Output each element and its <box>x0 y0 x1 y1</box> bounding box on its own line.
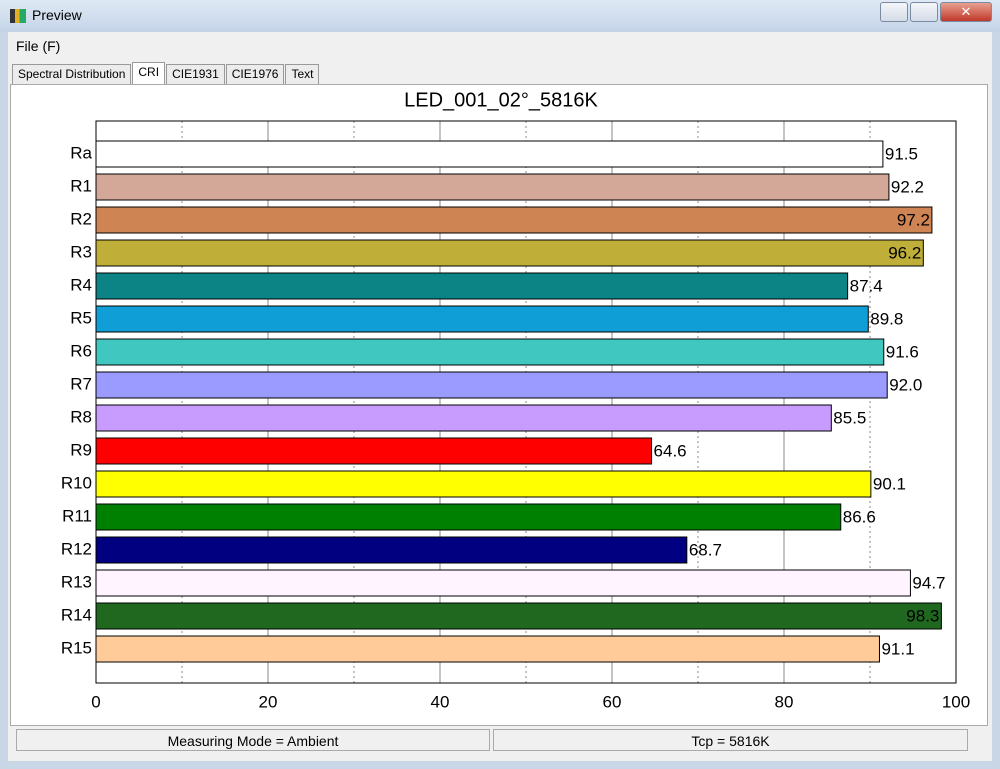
y-tick-label: R2 <box>70 209 92 228</box>
value-label: 85.5 <box>833 408 866 427</box>
tab[interactable]: Text <box>285 64 320 84</box>
y-tick-label: R11 <box>62 506 92 525</box>
bar <box>95 503 842 531</box>
menu-item[interactable]: File (F) <box>16 38 61 54</box>
value-label: 92.2 <box>891 177 924 196</box>
close-button[interactable]: ✕ <box>940 2 992 22</box>
value-label: 91.6 <box>886 342 919 361</box>
x-tick-label: 80 <box>775 692 794 711</box>
value-label: 89.8 <box>870 309 903 328</box>
title-bar <box>0 0 1000 32</box>
window-title: Preview <box>32 7 82 23</box>
bar <box>95 470 872 498</box>
tab[interactable]: Spectral Distribution <box>12 64 132 84</box>
value-label: 98.3 <box>906 606 939 625</box>
bar <box>95 272 849 300</box>
x-tick-label: 100 <box>942 692 970 711</box>
tab[interactable]: CIE1931 <box>166 64 225 84</box>
value-label: 64.6 <box>654 441 687 460</box>
tab-strip: Spectral Distribution CRI CIE1931 CIE1976 Te… <box>12 62 320 84</box>
bar <box>95 635 880 663</box>
x-tick-label: 60 <box>603 692 622 711</box>
y-tick-label: R7 <box>70 374 92 393</box>
bar <box>95 602 942 630</box>
y-tick-label: R9 <box>70 440 92 459</box>
y-tick-label: R4 <box>70 275 92 294</box>
bar <box>95 437 653 465</box>
value-label: 92.0 <box>889 375 922 394</box>
y-tick-label: R6 <box>70 341 92 360</box>
y-tick-label: R5 <box>70 308 92 327</box>
bar <box>95 305 869 333</box>
app-icon <box>10 9 26 23</box>
y-tick-label: R14 <box>61 605 92 624</box>
y-tick-label: R3 <box>70 242 92 261</box>
x-tick-label: 20 <box>259 692 278 711</box>
y-tick-label: Ra <box>70 143 92 162</box>
plot-frame <box>95 120 957 684</box>
bar <box>95 404 832 432</box>
bar <box>95 338 885 366</box>
y-tick-label: R13 <box>61 572 92 591</box>
x-tick-label: 0 <box>91 692 100 711</box>
chart: LED_001_02°_5816K 0 20 40 60 80 100 Ra 91.5 R1 92… <box>61 89 970 711</box>
bar <box>95 173 890 201</box>
value-label: 91.1 <box>881 639 914 658</box>
status-tcp: Tcp = 5816K <box>493 729 968 751</box>
status-mode: Measuring Mode = Ambient <box>16 729 490 751</box>
chart-title: LED_001_02°_5816K <box>404 89 598 111</box>
value-label: 90.1 <box>873 474 906 493</box>
bar <box>95 239 924 267</box>
tab[interactable]: CRI <box>132 62 166 84</box>
bar <box>95 206 933 234</box>
chart-panel: LED_001_02°_5816K 0 20 40 60 80 100 Ra 91.5 R1 92… <box>10 84 988 726</box>
tab[interactable]: CIE1976 <box>225 64 285 84</box>
maximize-button[interactable] <box>910 2 938 22</box>
value-label: 91.5 <box>885 144 918 163</box>
value-label: 86.6 <box>843 507 876 526</box>
bar <box>95 536 688 564</box>
y-tick-label: R15 <box>61 638 92 657</box>
value-label: 68.7 <box>689 540 722 559</box>
bar <box>95 371 888 399</box>
value-label: 97.2 <box>897 210 930 229</box>
y-tick-label: R1 <box>70 176 92 195</box>
y-tick-label: R10 <box>61 473 92 492</box>
minimize-button[interactable] <box>880 2 908 22</box>
bar <box>95 140 884 168</box>
x-tick-label: 40 <box>431 692 450 711</box>
value-label: 87.4 <box>850 276 883 295</box>
value-label: 94.7 <box>912 573 945 592</box>
y-tick-label: R12 <box>61 539 92 558</box>
bar <box>95 569 911 597</box>
value-label: 96.2 <box>888 243 921 262</box>
y-tick-label: R8 <box>70 407 92 426</box>
